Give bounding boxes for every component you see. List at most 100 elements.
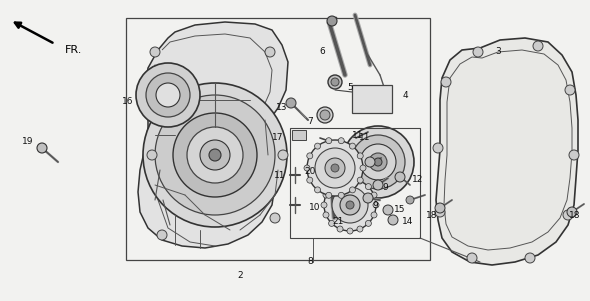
Circle shape [567, 207, 577, 217]
Bar [126, 18, 430, 260]
Text: 2: 2 [237, 271, 243, 280]
Circle shape [327, 16, 337, 26]
Circle shape [569, 150, 579, 160]
Circle shape [338, 192, 344, 198]
Circle shape [525, 253, 535, 263]
Text: 18: 18 [426, 210, 438, 219]
Circle shape [328, 75, 342, 89]
Circle shape [323, 192, 329, 198]
Circle shape [147, 150, 157, 160]
Circle shape [332, 187, 368, 223]
Circle shape [371, 192, 377, 198]
Circle shape [286, 98, 296, 108]
Circle shape [321, 202, 327, 208]
Circle shape [349, 143, 355, 149]
Circle shape [347, 228, 353, 234]
Circle shape [331, 164, 339, 172]
Circle shape [325, 158, 345, 178]
Circle shape [435, 203, 445, 213]
Circle shape [373, 180, 383, 190]
Text: 6: 6 [319, 48, 325, 57]
Text: 11: 11 [352, 131, 364, 139]
Circle shape [143, 83, 287, 227]
Circle shape [136, 63, 200, 127]
Circle shape [565, 85, 575, 95]
Circle shape [278, 150, 288, 160]
Circle shape [357, 153, 363, 159]
Circle shape [357, 177, 363, 183]
Circle shape [156, 83, 180, 107]
Circle shape [146, 73, 190, 117]
Circle shape [307, 140, 363, 196]
Circle shape [326, 138, 332, 144]
Polygon shape [138, 22, 288, 248]
Text: 14: 14 [402, 218, 414, 226]
Circle shape [467, 253, 477, 263]
Text: 18: 18 [569, 210, 581, 219]
Circle shape [373, 202, 379, 208]
Circle shape [346, 201, 354, 209]
Circle shape [433, 143, 443, 153]
Text: 11: 11 [274, 170, 286, 179]
Text: 15: 15 [394, 206, 406, 215]
Text: 13: 13 [276, 104, 288, 113]
Circle shape [314, 143, 320, 149]
Circle shape [265, 47, 275, 57]
Circle shape [388, 215, 398, 225]
Circle shape [317, 107, 333, 123]
Circle shape [360, 144, 396, 180]
Circle shape [150, 47, 160, 57]
Circle shape [157, 230, 167, 240]
Circle shape [340, 195, 360, 215]
FancyBboxPatch shape [292, 130, 306, 140]
Text: 5: 5 [347, 83, 353, 92]
Circle shape [338, 138, 344, 144]
Text: 9: 9 [382, 184, 388, 193]
Polygon shape [436, 38, 578, 265]
Circle shape [365, 220, 371, 226]
Circle shape [365, 184, 371, 190]
Circle shape [563, 210, 573, 220]
Text: 21: 21 [332, 218, 344, 226]
Circle shape [314, 187, 320, 193]
FancyBboxPatch shape [352, 85, 392, 113]
Circle shape [270, 213, 280, 223]
Text: 16: 16 [122, 98, 134, 107]
Circle shape [307, 177, 313, 183]
Text: 8: 8 [307, 257, 313, 266]
Circle shape [323, 212, 329, 218]
Circle shape [337, 226, 343, 232]
Circle shape [383, 205, 393, 215]
Circle shape [304, 165, 310, 171]
Text: 20: 20 [304, 167, 316, 176]
Circle shape [435, 207, 445, 217]
Circle shape [369, 153, 387, 171]
Text: 19: 19 [22, 138, 34, 147]
Circle shape [342, 126, 414, 198]
Circle shape [329, 184, 335, 190]
Circle shape [307, 153, 313, 159]
Circle shape [209, 149, 221, 161]
Circle shape [200, 140, 230, 170]
Circle shape [363, 193, 373, 203]
Circle shape [173, 113, 257, 197]
Circle shape [357, 226, 363, 232]
Circle shape [360, 165, 366, 171]
Circle shape [329, 220, 335, 226]
Circle shape [155, 95, 275, 215]
Text: 12: 12 [412, 175, 424, 185]
Circle shape [315, 148, 355, 188]
Text: 9: 9 [372, 200, 378, 209]
Circle shape [441, 77, 451, 87]
Circle shape [533, 41, 543, 51]
Circle shape [365, 157, 375, 167]
Circle shape [324, 179, 376, 231]
Text: 3: 3 [495, 48, 501, 57]
Circle shape [349, 187, 355, 193]
Circle shape [347, 176, 353, 182]
Circle shape [473, 47, 483, 57]
Circle shape [337, 178, 343, 184]
Text: FR.: FR. [65, 45, 83, 55]
Circle shape [406, 196, 414, 204]
Text: 7: 7 [307, 117, 313, 126]
